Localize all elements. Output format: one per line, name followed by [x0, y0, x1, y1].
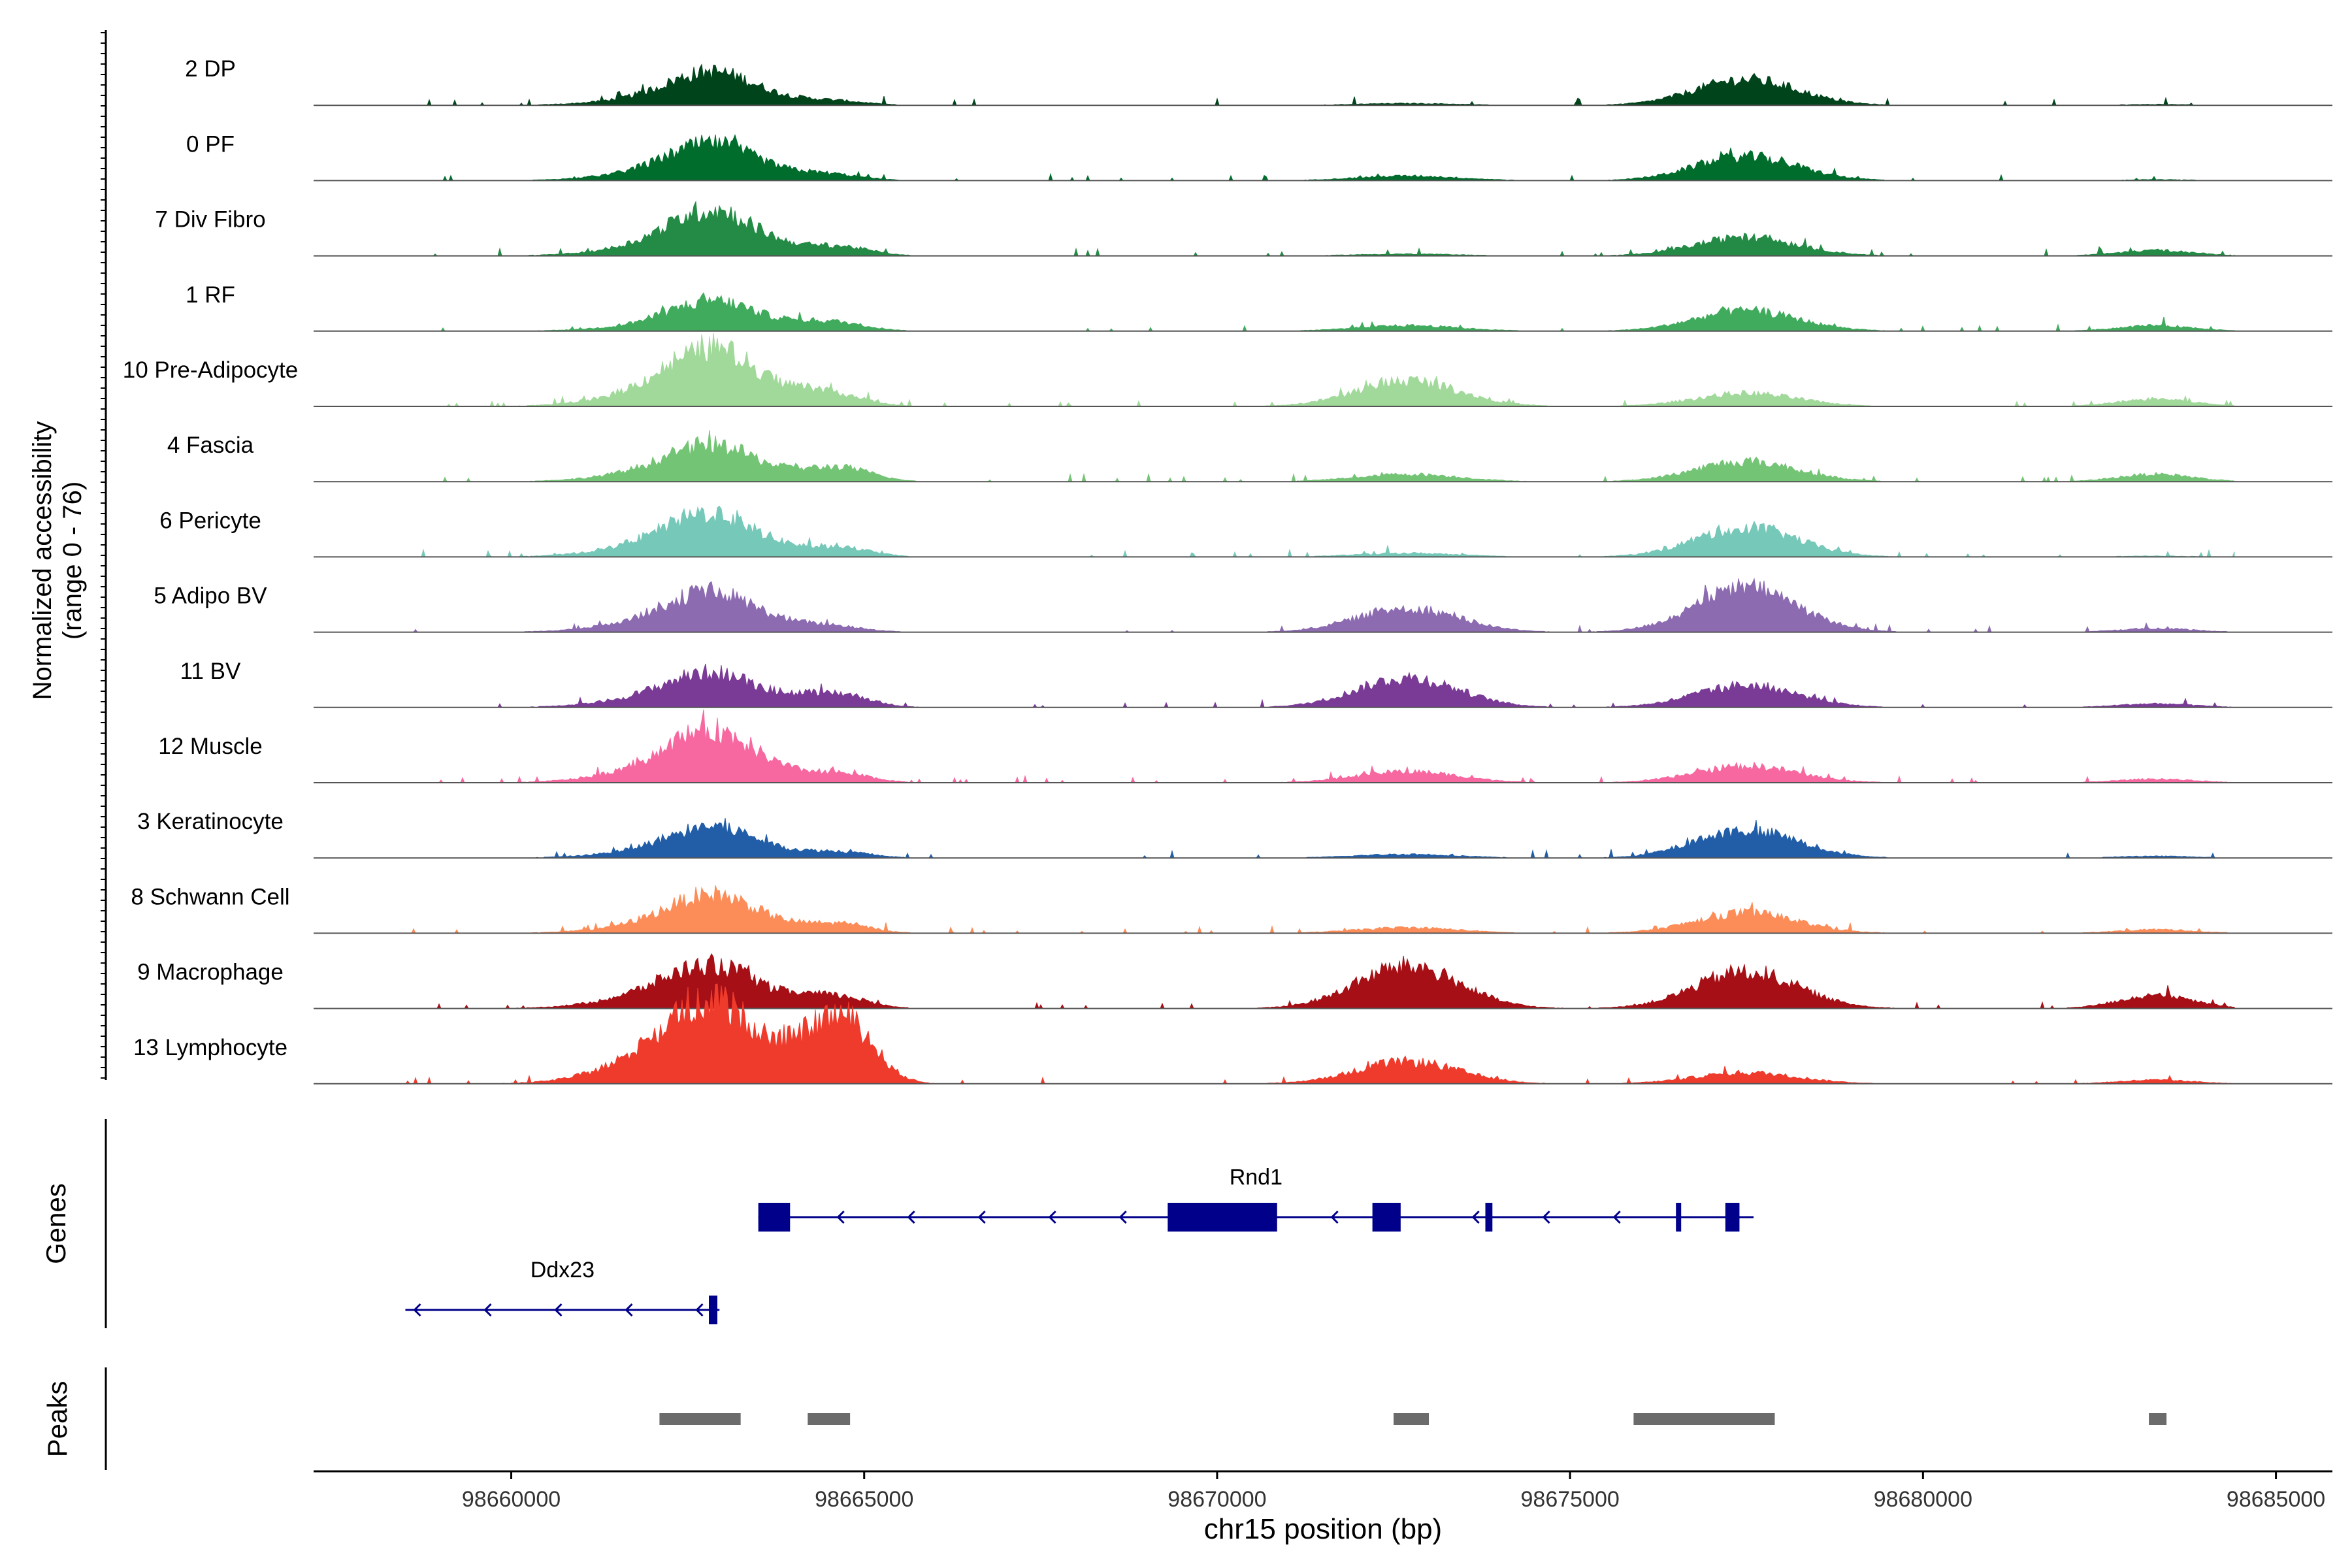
x-tick-label: 98670000 — [1168, 1487, 1266, 1512]
x-tick-label: 98680000 — [1874, 1487, 1972, 1512]
x-axis-label: chr15 position (bp) — [1204, 1513, 1442, 1545]
track-signal-area — [314, 505, 2235, 557]
y-axis-label: Normalized accessibility — [28, 421, 57, 700]
track-2-dp: 2 DP — [185, 56, 2332, 106]
y-axis-sublabel: (range 0 - 76) — [58, 482, 87, 640]
strand-arrow — [695, 1303, 704, 1317]
track-10-pre-adipocyte: 10 Pre-Adipocyte — [123, 333, 2332, 407]
track-signal-area — [314, 818, 2234, 858]
strand-arrow — [1048, 1210, 1056, 1224]
track-signal-area — [314, 983, 2234, 1085]
track-label: 12 Muscle — [158, 734, 263, 759]
strand-arrow — [1612, 1210, 1621, 1224]
track-signal-area — [314, 333, 2235, 407]
track-signal-area — [314, 663, 2234, 708]
peak-region — [2149, 1413, 2167, 1425]
peak-region — [808, 1413, 851, 1425]
strand-arrow — [1471, 1210, 1480, 1224]
track-signal-area — [314, 953, 2235, 1009]
gene-annotation-track: Rnd1 Ddx23 — [405, 1165, 1754, 1324]
track-signal-area — [314, 292, 2235, 332]
genes-axis-label: Genes — [41, 1183, 71, 1264]
track-5-adipo-bv: 5 Adipo BV — [154, 578, 2332, 633]
track-label: 9 Macrophage — [137, 960, 284, 985]
gene-exon — [1372, 1203, 1401, 1232]
peaks-axis-label: Peaks — [42, 1381, 73, 1458]
gene-exon — [709, 1296, 717, 1324]
track-label: 4 Fascia — [167, 433, 254, 458]
track-signal-area — [314, 885, 2234, 934]
track-label: 7 Div Fibro — [155, 207, 265, 233]
track-signal-area — [314, 578, 2234, 633]
track-8-schwann-cell: 8 Schwann Cell — [131, 884, 2332, 934]
track-1-rf: 1 RF — [186, 282, 2332, 332]
gene-exon — [1725, 1203, 1740, 1232]
track-label: 6 Pericyte — [159, 508, 261, 533]
track-label: 10 Pre-Adipocyte — [123, 357, 298, 383]
peak-track — [659, 1413, 2167, 1425]
peak-region — [1633, 1413, 1775, 1425]
track-13-lymphocyte: 13 Lymphocyte — [133, 983, 2332, 1085]
track-label: 0 PF — [186, 131, 235, 157]
gene-exon — [1676, 1203, 1682, 1232]
track-9-macrophage: 9 Macrophage — [137, 953, 2332, 1009]
strand-arrow — [836, 1210, 845, 1224]
gene-exon — [1485, 1203, 1493, 1232]
track-label: 11 BV — [180, 659, 241, 684]
x-tick-label: 98665000 — [815, 1487, 913, 1512]
accessibility-tracks: 2 DP 0 PF 7 Div Fibro 1 RF 10 Pre-Adipocyte 4… — [123, 56, 2332, 1085]
gene-exon — [1168, 1203, 1277, 1232]
track-7-div-fibro: 7 Div Fibro — [155, 201, 2332, 257]
track-signal-area — [314, 134, 2234, 181]
track-4-fascia: 4 Fascia — [167, 430, 2332, 483]
gene-ddx23: Ddx23 — [405, 1258, 720, 1324]
track-label: 13 Lymphocyte — [133, 1035, 287, 1060]
track-0-pf: 0 PF — [186, 131, 2332, 182]
track-3-keratinocyte: 3 Keratinocyte — [137, 809, 2332, 859]
track-12-muscle: 12 Muscle — [158, 710, 2332, 783]
strand-arrow — [625, 1303, 633, 1317]
track-label: 2 DP — [185, 56, 236, 82]
track-11-bv: 11 BV — [180, 659, 2332, 708]
gene-label: Ddx23 — [531, 1258, 595, 1282]
x-tick-label: 98660000 — [462, 1487, 561, 1512]
track-signal-area — [314, 430, 2235, 483]
gene-rnd1: Rnd1 — [758, 1165, 1754, 1232]
x-axis-ticks: 98660000 98665000 98670000 98675000 98680000… — [462, 1471, 2325, 1512]
track-signal-area — [314, 63, 2234, 106]
track-label: 1 RF — [186, 282, 235, 308]
peak-region — [1394, 1413, 1429, 1425]
track-label: 3 Keratinocyte — [137, 809, 284, 834]
strand-arrow — [483, 1303, 492, 1317]
strand-arrow — [1119, 1210, 1127, 1224]
strand-arrow — [554, 1303, 563, 1317]
track-6-pericyte: 6 Pericyte — [159, 505, 2332, 558]
x-tick-label: 98685000 — [2227, 1487, 2325, 1512]
strand-arrow — [977, 1210, 986, 1224]
x-tick-label: 98675000 — [1521, 1487, 1620, 1512]
strand-arrow — [1542, 1210, 1550, 1224]
strand-arrow — [413, 1303, 421, 1317]
track-signal-area — [314, 201, 2235, 257]
gene-exon — [758, 1203, 791, 1232]
track-label: 5 Adipo BV — [154, 583, 267, 609]
peak-region — [659, 1413, 741, 1425]
track-signal-area — [314, 710, 2234, 783]
strand-arrow — [907, 1210, 915, 1224]
gene-label: Rnd1 — [1230, 1165, 1282, 1190]
strand-arrow — [1330, 1210, 1339, 1224]
track-label: 8 Schwann Cell — [131, 884, 289, 909]
